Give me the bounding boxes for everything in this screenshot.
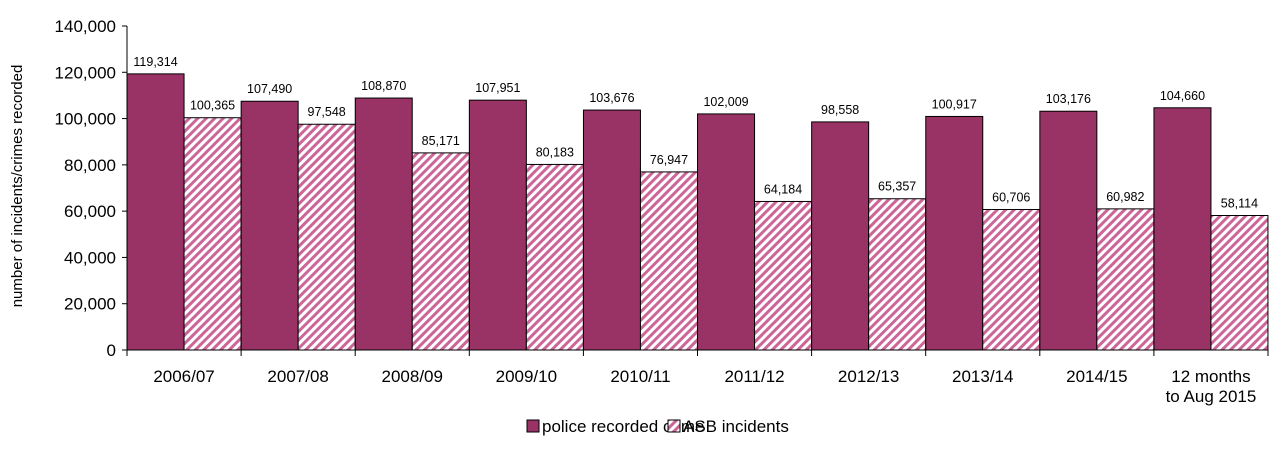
- x-category-label: 2008/09: [382, 367, 443, 386]
- bar-asb-incidents: [297, 123, 356, 351]
- legend-swatch-police-recorded-crime: [526, 419, 540, 433]
- data-label: 97,548: [308, 105, 346, 119]
- bar-police-recorded-crime: [126, 73, 185, 351]
- bar-asb-incidents: [754, 200, 813, 351]
- bar-asb-incidents: [411, 152, 470, 351]
- data-label: 76,947: [650, 153, 688, 167]
- legend-label: police recorded crime: [542, 417, 705, 436]
- y-tick-label: 80,000: [64, 156, 116, 175]
- data-label: 107,490: [247, 82, 292, 96]
- bar-asb-incidents: [525, 163, 584, 351]
- y-tick-label: 0: [107, 341, 116, 360]
- data-label: 58,114: [1221, 197, 1258, 211]
- data-label: 104,660: [1160, 89, 1205, 103]
- bar-asb-incidents: [982, 209, 1041, 351]
- y-tick-label: 20,000: [64, 295, 116, 314]
- x-category-label: to Aug 2015: [1166, 387, 1257, 406]
- bar-police-recorded-crime: [468, 99, 527, 351]
- bar-police-recorded-crime: [925, 115, 984, 351]
- data-label: 102,009: [703, 95, 748, 109]
- x-category-label: 2011/12: [724, 367, 784, 386]
- legend-item: police recorded crime: [526, 417, 705, 436]
- data-label: 103,176: [1046, 92, 1091, 106]
- bar-asb-incidents: [1210, 215, 1269, 351]
- bar-police-recorded-crime: [354, 97, 413, 351]
- data-label: 119,314: [133, 55, 177, 69]
- legend-swatch-asb-incidents: [667, 419, 681, 433]
- bar-asb-incidents: [1096, 208, 1155, 351]
- x-category-label: 2009/10: [496, 367, 557, 386]
- legend-item: ASB incidents: [667, 417, 789, 436]
- bar-police-recorded-crime: [1039, 110, 1098, 351]
- bar-police-recorded-crime: [582, 109, 641, 351]
- data-label: 60,706: [992, 191, 1030, 205]
- legend-label: ASB incidents: [683, 417, 789, 436]
- data-label: 80,183: [536, 145, 574, 159]
- x-category-label: 2013/14: [952, 367, 1013, 386]
- data-label: 65,357: [878, 180, 916, 194]
- x-category-label: 2010/11: [610, 367, 670, 386]
- data-label: 60,982: [1106, 190, 1144, 204]
- bar-police-recorded-crime: [1153, 107, 1212, 351]
- bar-police-recorded-crime: [811, 121, 870, 351]
- data-label: 107,951: [475, 81, 520, 95]
- y-tick-label: 40,000: [64, 248, 116, 267]
- y-tick-label: 140,000: [55, 17, 116, 36]
- y-tick-label: 60,000: [64, 202, 116, 221]
- data-label: 98,558: [821, 103, 859, 117]
- data-label: 100,917: [932, 97, 977, 111]
- data-label: 103,676: [589, 91, 634, 105]
- y-tick-label: 120,000: [55, 63, 116, 82]
- bar-asb-incidents: [639, 171, 698, 351]
- data-label: 85,171: [422, 134, 460, 148]
- x-category-label: 12 months: [1171, 367, 1250, 386]
- x-category-label: 2012/13: [838, 367, 899, 386]
- data-label: 100,365: [190, 99, 235, 113]
- data-label: 64,184: [764, 182, 802, 196]
- bar-police-recorded-crime: [240, 100, 299, 351]
- bar-police-recorded-crime: [697, 113, 756, 351]
- bar-asb-incidents: [183, 117, 242, 351]
- y-axis-title: number of incidents/crimes recorded: [9, 65, 26, 308]
- x-category-label: 2014/15: [1066, 367, 1127, 386]
- data-label: 108,870: [361, 79, 406, 93]
- y-tick-label: 100,000: [55, 110, 116, 129]
- bar-asb-incidents: [868, 198, 927, 351]
- x-category-label: 2007/08: [267, 367, 328, 386]
- x-category-label: 2006/07: [153, 367, 214, 386]
